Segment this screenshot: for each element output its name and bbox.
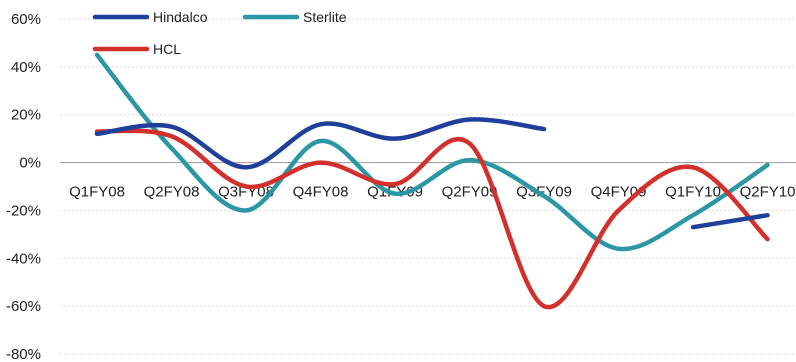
legend-label-hindalco: Hindalco [153, 9, 208, 25]
legend-label-hcl: HCL [153, 41, 181, 57]
x-tick-label: Q2FY09 [442, 184, 498, 201]
series-line-hindalco [94, 117, 547, 170]
series-lines [94, 52, 770, 310]
y-tick-label: -20% [6, 202, 41, 219]
legend-label-sterlite: Sterlite [303, 9, 347, 25]
x-tick-label: Q1FY08 [69, 184, 125, 201]
x-tick-label: Q1FY10 [665, 184, 721, 201]
series-line-hindalco [690, 212, 770, 230]
x-tick-label: Q2FY08 [144, 184, 200, 201]
y-axis-ticks: 60% 40% 20% 0% -20% -40% -60% -80% [6, 11, 41, 362]
series-line-hcl [94, 128, 770, 310]
x-tick-label: Q4FY08 [293, 184, 349, 201]
y-tick-label: 60% [11, 11, 41, 28]
series-line-sterlite [94, 52, 770, 252]
y-tick-label: -60% [6, 298, 41, 315]
y-tick-label: 20% [11, 107, 41, 124]
x-tick-label: Q2FY10 [740, 184, 796, 201]
x-axis-ticks: Q1FY08 Q2FY08 Q3FY08 Q4FY08 Q1FY09 Q2FY09 Q3FY… [69, 184, 795, 201]
y-tick-label: 0% [19, 155, 41, 172]
legend: Hindalco Sterlite HCL [92, 9, 347, 57]
y-tick-label: 40% [11, 59, 41, 76]
y-tick-label: -40% [6, 250, 41, 267]
y-tick-label: -80% [6, 346, 41, 362]
